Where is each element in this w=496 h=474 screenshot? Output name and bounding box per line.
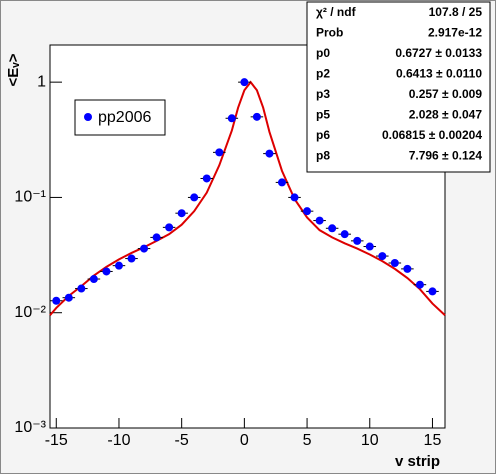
point <box>415 280 424 289</box>
point <box>152 233 161 242</box>
stats-label: p5 <box>316 108 330 122</box>
stats-value: 0.06815 ± 0.00204 <box>382 128 482 142</box>
point <box>240 78 249 87</box>
point <box>428 287 437 296</box>
stats-label: p2 <box>316 67 330 81</box>
point <box>127 254 136 263</box>
x-tick-label: -15 <box>45 432 68 449</box>
stats-label: Prob <box>316 26 343 40</box>
point <box>89 275 98 284</box>
legend-marker <box>84 113 92 121</box>
x-tick-label: 10 <box>361 432 379 449</box>
y-tick-label: 10⁻³ <box>14 419 46 436</box>
stats-label: χ² / ndf <box>316 5 357 19</box>
stats-value: 0.6413 ± 0.0110 <box>396 67 482 81</box>
legend-label: pp2006 <box>98 109 151 126</box>
x-tick-label: -10 <box>107 432 130 449</box>
y-axis-label: <Eᵥ> <box>5 53 22 86</box>
point <box>328 224 337 233</box>
stats-box <box>306 1 491 173</box>
point <box>102 267 111 276</box>
point <box>315 216 324 225</box>
fit-curve <box>49 80 446 317</box>
point <box>365 242 374 251</box>
point <box>353 236 362 245</box>
point <box>64 293 73 302</box>
x-tick-label: -5 <box>175 432 189 449</box>
y-tick-label: 10⁻² <box>14 304 46 321</box>
stats-value: 7.796 ± 0.124 <box>409 149 483 163</box>
x-tick-label: 5 <box>303 432 312 449</box>
stats-value: 107.8 / 25 <box>429 5 483 19</box>
point <box>390 258 399 267</box>
point <box>378 252 387 261</box>
point <box>140 244 149 253</box>
x-tick-label: 15 <box>424 432 442 449</box>
stats-value: 0.257 ± 0.009 <box>409 87 483 101</box>
y-tick-label: 10⁻¹ <box>14 189 46 206</box>
stats-value: 2.917e-12 <box>428 26 482 40</box>
point <box>277 178 286 187</box>
x-tick-label: 0 <box>240 432 249 449</box>
stats-value: 2.028 ± 0.047 <box>409 108 483 122</box>
point <box>303 207 312 216</box>
point <box>177 209 186 218</box>
point <box>52 296 61 305</box>
stats-label: p0 <box>316 46 330 60</box>
point <box>190 193 199 202</box>
stats-value: 0.6727 ± 0.0133 <box>395 46 482 60</box>
point <box>290 193 299 202</box>
point <box>202 174 211 183</box>
stats-label: p3 <box>316 87 330 101</box>
point <box>403 264 412 273</box>
point <box>340 230 349 239</box>
point <box>77 284 86 293</box>
y-tick-label: 1 <box>37 73 46 90</box>
stats-label: p8 <box>316 149 330 163</box>
point <box>114 261 123 270</box>
stats-label: p6 <box>316 128 330 142</box>
point <box>227 114 236 123</box>
x-axis-label: v strip <box>395 453 440 470</box>
point <box>165 223 174 232</box>
point <box>252 112 261 121</box>
point <box>215 148 224 157</box>
point <box>265 149 274 158</box>
